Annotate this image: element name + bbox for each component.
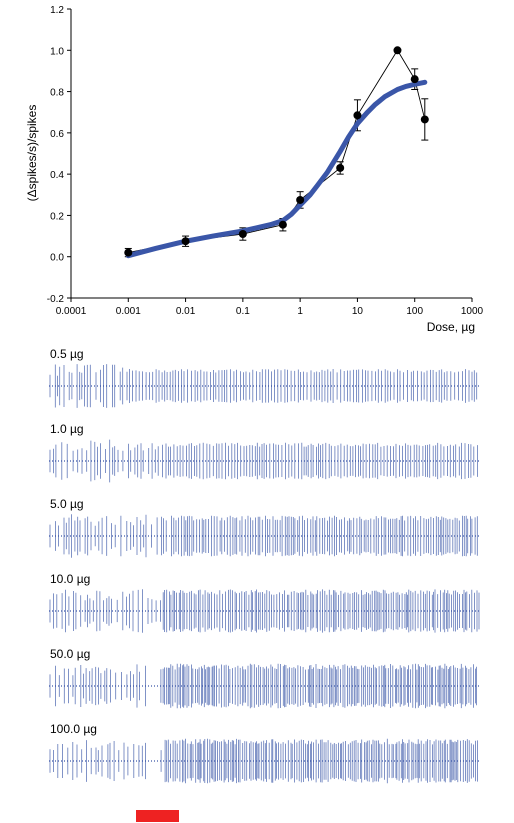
data-point [181, 237, 190, 246]
trace-label: 10.0 µg [50, 572, 91, 586]
y-tick-label: 1.0 [50, 46, 64, 57]
x-tick-label: 0.0001 [56, 306, 87, 317]
data-points [124, 46, 429, 257]
spike-trace [49, 738, 480, 784]
axes: -0.2 0.0 0.2 0.4 0.6 0.8 1.0 1.2 0.0001 0.001 0.01… [47, 5, 484, 317]
spike-trace [49, 439, 480, 483]
x-tick-label: 1 [297, 306, 303, 317]
data-point [124, 248, 133, 257]
x-tick-label: 10 [352, 306, 364, 317]
trace-label: 5.0 µg [50, 497, 84, 511]
trace-label: 100.0 µg [50, 722, 97, 736]
stimulus-bar [136, 810, 179, 822]
y-tick-label: -0.2 [47, 294, 65, 305]
trace-label: 50.0 µg [50, 647, 91, 661]
y-tick-label: 0.8 [50, 88, 64, 99]
data-point [353, 111, 362, 120]
data-point [278, 220, 287, 229]
fit-curve [125, 79, 428, 259]
data-point [296, 195, 305, 204]
spike-trace [49, 514, 480, 558]
x-tick-label: 0.001 [116, 306, 141, 317]
spike-lines [49, 514, 478, 558]
x-axis-label: Dose, µg [427, 320, 475, 334]
data-point [410, 75, 419, 84]
data-point [420, 115, 429, 124]
spike-trace [49, 364, 480, 408]
trace-label: 1.0 µg [50, 422, 84, 436]
data-point [238, 230, 247, 239]
data-point [393, 46, 402, 55]
y-tick-label: 1.2 [50, 5, 64, 16]
y-tick-label: 0.2 [50, 211, 64, 222]
spike-lines [49, 439, 478, 483]
x-tick-label: 1000 [461, 306, 484, 317]
x-tick-label: 0.1 [236, 306, 250, 317]
spike-lines [49, 589, 480, 633]
x-tick-label: 100 [406, 306, 423, 317]
trace-label: 0.5 µg [50, 347, 84, 361]
spike-trace [49, 589, 480, 633]
dose-response-chart: -0.2 0.0 0.2 0.4 0.6 0.8 1.0 1.2 0.0001 0.001 0.01… [25, 5, 484, 334]
fit-line [125, 79, 428, 259]
x-tick-label: 0.01 [176, 306, 196, 317]
spike-trace [49, 663, 480, 709]
y-tick-label: 0.6 [50, 129, 64, 140]
spike-lines [49, 738, 478, 784]
data-point [336, 163, 345, 172]
y-axis-label: (Δspikes/s)/spikes [25, 105, 39, 202]
y-tick-label: 0.0 [50, 253, 64, 264]
y-tick-label: 0.4 [50, 170, 64, 181]
